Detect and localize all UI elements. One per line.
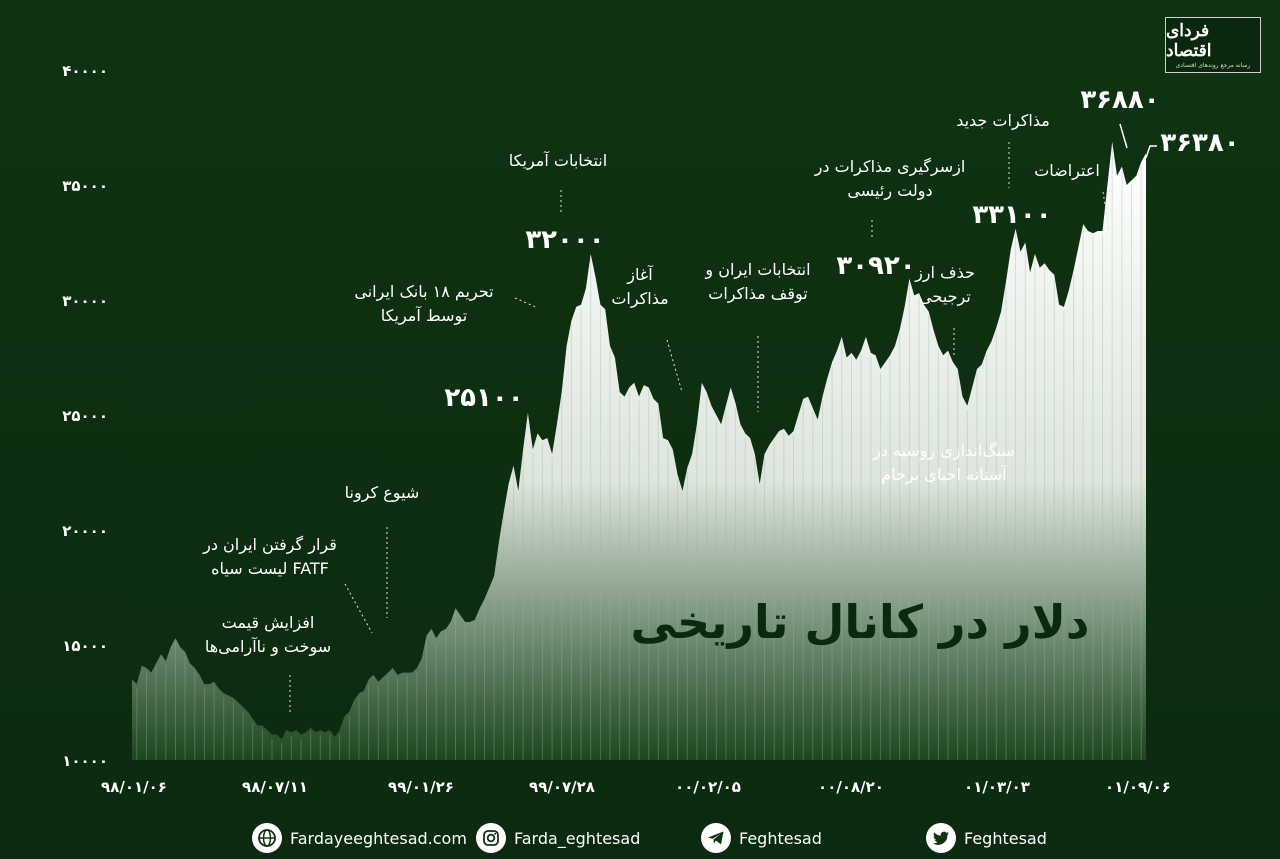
peak-leader	[1145, 145, 1157, 159]
annotation-line: مذاکرات جدید	[956, 111, 1050, 131]
y-axis: ۱۰۰۰۰ ۱۵۰۰۰ ۲۰۰۰۰ ۲۵۰۰۰ ۳۰۰۰۰ ۳۵۰۰۰ ۴۰۰۰۰	[62, 62, 108, 770]
twitter-link[interactable]: Feghtesad	[926, 822, 1047, 854]
chart-title: دلار در کانال تاریخی	[631, 595, 1090, 649]
annotation-leader	[1102, 191, 1110, 231]
annotation: حذف ارز ترجیحی	[914, 263, 975, 307]
peak-label: ۳۳۱۰۰	[972, 200, 1051, 230]
annotation-line: ترجیحی	[919, 287, 971, 307]
y-tick-label: ۴۰۰۰۰	[62, 62, 108, 80]
annotation-line: سوخت و ناآرامی‌ها	[205, 637, 331, 657]
globe-icon	[252, 823, 282, 853]
peak-label: ۳۰۹۲۰	[836, 251, 915, 281]
annotation: انتخابات آمریکا	[509, 151, 607, 171]
brand-logo: فردای اقتصاد رسانه مرجع روندهای اقتصادی	[1165, 17, 1261, 73]
instagram-text: Farda_eghtesad	[514, 828, 641, 848]
twitter-text: Feghtesad	[964, 828, 1047, 848]
x-tick-label: ۰۰/۰۲/۰۵	[675, 778, 741, 796]
annotation-line: سنگ‌اندازی روسیه در	[872, 441, 1015, 461]
annotation: انتخابات ایران و توقف مذاکرات	[704, 260, 810, 304]
annotation-line: انتخابات ایران و	[704, 260, 810, 280]
x-tick-label: ۰۱/۰۹/۰۶	[1105, 778, 1171, 796]
annotation-line: حذف ارز	[914, 263, 975, 283]
annotation: افزایش قیمت سوخت و ناآرامی‌ها	[205, 613, 331, 657]
peak-label: ۳۲۰۰۰	[525, 225, 604, 255]
area-layer	[132, 141, 1146, 761]
instagram-icon	[476, 823, 506, 853]
y-tick-label: ۲۰۰۰۰	[62, 522, 108, 540]
annotation: تحریم ۱۸ بانک ایرانی توسط آمریکا	[354, 282, 493, 326]
y-tick-label: ۲۵۰۰۰	[62, 407, 108, 425]
annotation-line: قرار گرفتن ایران در	[202, 535, 337, 555]
peak-label: ۲۵۱۰۰	[444, 383, 523, 413]
annotation-line: توقف مذاکرات	[708, 284, 807, 304]
annotation-leader	[514, 297, 539, 309]
annotation-line: لیست سیاه FATF	[211, 559, 329, 578]
annotation-line: مذاکرات	[611, 289, 668, 309]
telegram-icon	[701, 823, 731, 853]
annotation-line: شیوع کرونا	[345, 483, 420, 503]
annotation-line: تحریم ۱۸ بانک ایرانی	[354, 282, 493, 302]
series-area	[132, 141, 1146, 761]
annotation: آغاز مذاکرات	[611, 265, 668, 309]
x-axis: ۹۸/۰۱/۰۶ ۹۸/۰۷/۱۱ ۹۹/۰۱/۲۶ ۹۹/۰۷/۲۸ ۰۰/۰۲/۰۵…	[101, 778, 1171, 796]
annotation: اعتراضات	[1034, 161, 1100, 181]
leader-lines	[289, 123, 1157, 715]
annotation: سنگ‌اندازی روسیه در آستانه احیای برجام	[872, 441, 1015, 485]
website-text: Fardayeeghtesad.com	[290, 828, 467, 848]
peak-leader	[1119, 123, 1128, 149]
x-tick-label: ۹۹/۰۱/۲۶	[388, 778, 454, 796]
logo-text: فردای اقتصاد	[1166, 20, 1212, 61]
instagram-link[interactable]: Farda_eghtesad	[476, 822, 640, 854]
website-link[interactable]: Fardayeeghtesad.com	[252, 822, 467, 854]
annotation: ازسرگیری مذاکرات در دولت رئیسی	[814, 157, 966, 201]
x-tick-label: ۰۰/۰۸/۲۰	[818, 778, 884, 796]
y-tick-label: ۱۰۰۰۰	[62, 752, 108, 770]
twitter-icon	[926, 823, 956, 853]
annotation-line: دولت رئیسی	[847, 181, 932, 201]
annotation: قرار گرفتن ایران در لیست سیاه FATF	[202, 535, 337, 578]
annotation-leader	[666, 339, 683, 393]
annotation: مذاکرات جدید	[956, 111, 1050, 131]
x-tick-label: ۹۸/۰۷/۱۱	[242, 778, 308, 796]
logo-tagline: رسانه مرجع روندهای اقتصادی	[1175, 61, 1251, 69]
annotation-line: انتخابات آمریکا	[509, 151, 607, 171]
annotation-leader	[344, 583, 373, 634]
footer: Fardayeeghtesad.com Farda_eghtesad Feght…	[0, 818, 1280, 858]
annotation-line: آستانه احیای برجام	[881, 465, 1008, 485]
annotation: شیوع کرونا	[345, 483, 420, 503]
telegram-text: Feghtesad	[739, 828, 822, 848]
annotation-line: آغاز	[626, 265, 654, 285]
annotations: افزایش قیمت سوخت و ناآرامی‌ها قرار گرفتن ا…	[202, 111, 1100, 657]
x-tick-label: ۹۹/۰۷/۲۸	[529, 778, 595, 796]
peak-label: ۳۶۳۸۰	[1160, 128, 1239, 158]
y-tick-label: ۳۵۰۰۰	[62, 177, 108, 195]
annotation-line: اعتراضات	[1034, 161, 1100, 181]
x-tick-label: ۹۸/۰۱/۰۶	[101, 778, 167, 796]
y-tick-label: ۱۵۰۰۰	[62, 637, 108, 655]
peak-label: ۳۶۸۸۰	[1080, 85, 1159, 115]
telegram-link[interactable]: Feghtesad	[701, 822, 822, 854]
annotation-line: ازسرگیری مذاکرات در	[814, 157, 966, 177]
x-tick-label: ۰۱/۰۳/۰۳	[964, 778, 1030, 796]
y-tick-label: ۳۰۰۰۰	[62, 292, 108, 310]
annotation-line: افزایش قیمت	[222, 613, 315, 633]
annotation-line: توسط آمریکا	[381, 306, 467, 326]
